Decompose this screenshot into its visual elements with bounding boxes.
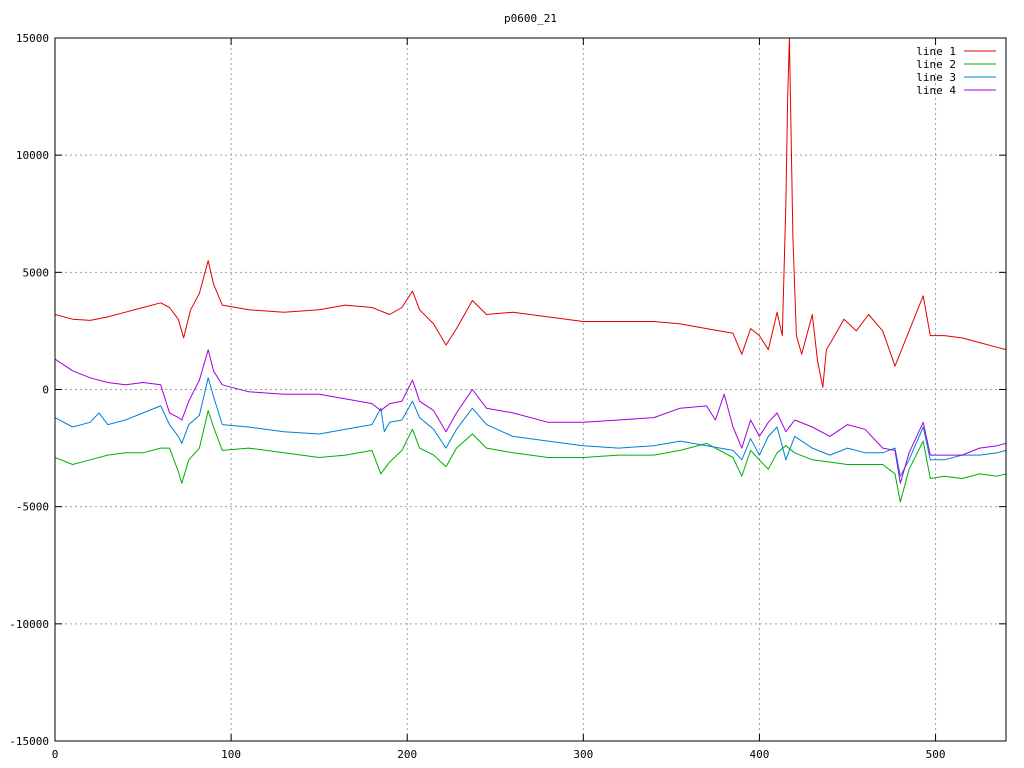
y-tick-label: -10000 xyxy=(9,618,49,631)
x-tick-label: 0 xyxy=(52,748,59,761)
y-tick-label: -5000 xyxy=(16,501,49,514)
legend-label-2: line 2 xyxy=(916,58,956,71)
series-line-1 xyxy=(55,38,1006,388)
series-line-4 xyxy=(55,349,1006,484)
axis-ticks: -15000 -10000 -5000 0 5000 10000 15000 0 100 200 3… xyxy=(9,32,1006,761)
series-line-2 xyxy=(55,410,1006,503)
y-tick-label: 0 xyxy=(42,384,49,397)
y-tick-label: 5000 xyxy=(23,266,50,279)
grid-lines xyxy=(55,38,1006,741)
x-tick-label: 500 xyxy=(926,748,946,761)
legend-label-3: line 3 xyxy=(916,71,956,84)
chart-title: p0600_21 xyxy=(504,12,557,25)
legend-label-4: line 4 xyxy=(916,84,956,97)
y-tick-label: -15000 xyxy=(9,735,49,748)
legend-label-1: line 1 xyxy=(916,45,956,58)
x-tick-label: 400 xyxy=(750,748,770,761)
x-tick-label: 300 xyxy=(573,748,593,761)
y-tick-label: 15000 xyxy=(16,32,49,45)
series-lines xyxy=(55,38,1006,503)
series-line-3 xyxy=(55,377,1006,477)
y-tick-label: 10000 xyxy=(16,149,49,162)
x-tick-label: 200 xyxy=(397,748,417,761)
x-tick-label: 100 xyxy=(221,748,241,761)
